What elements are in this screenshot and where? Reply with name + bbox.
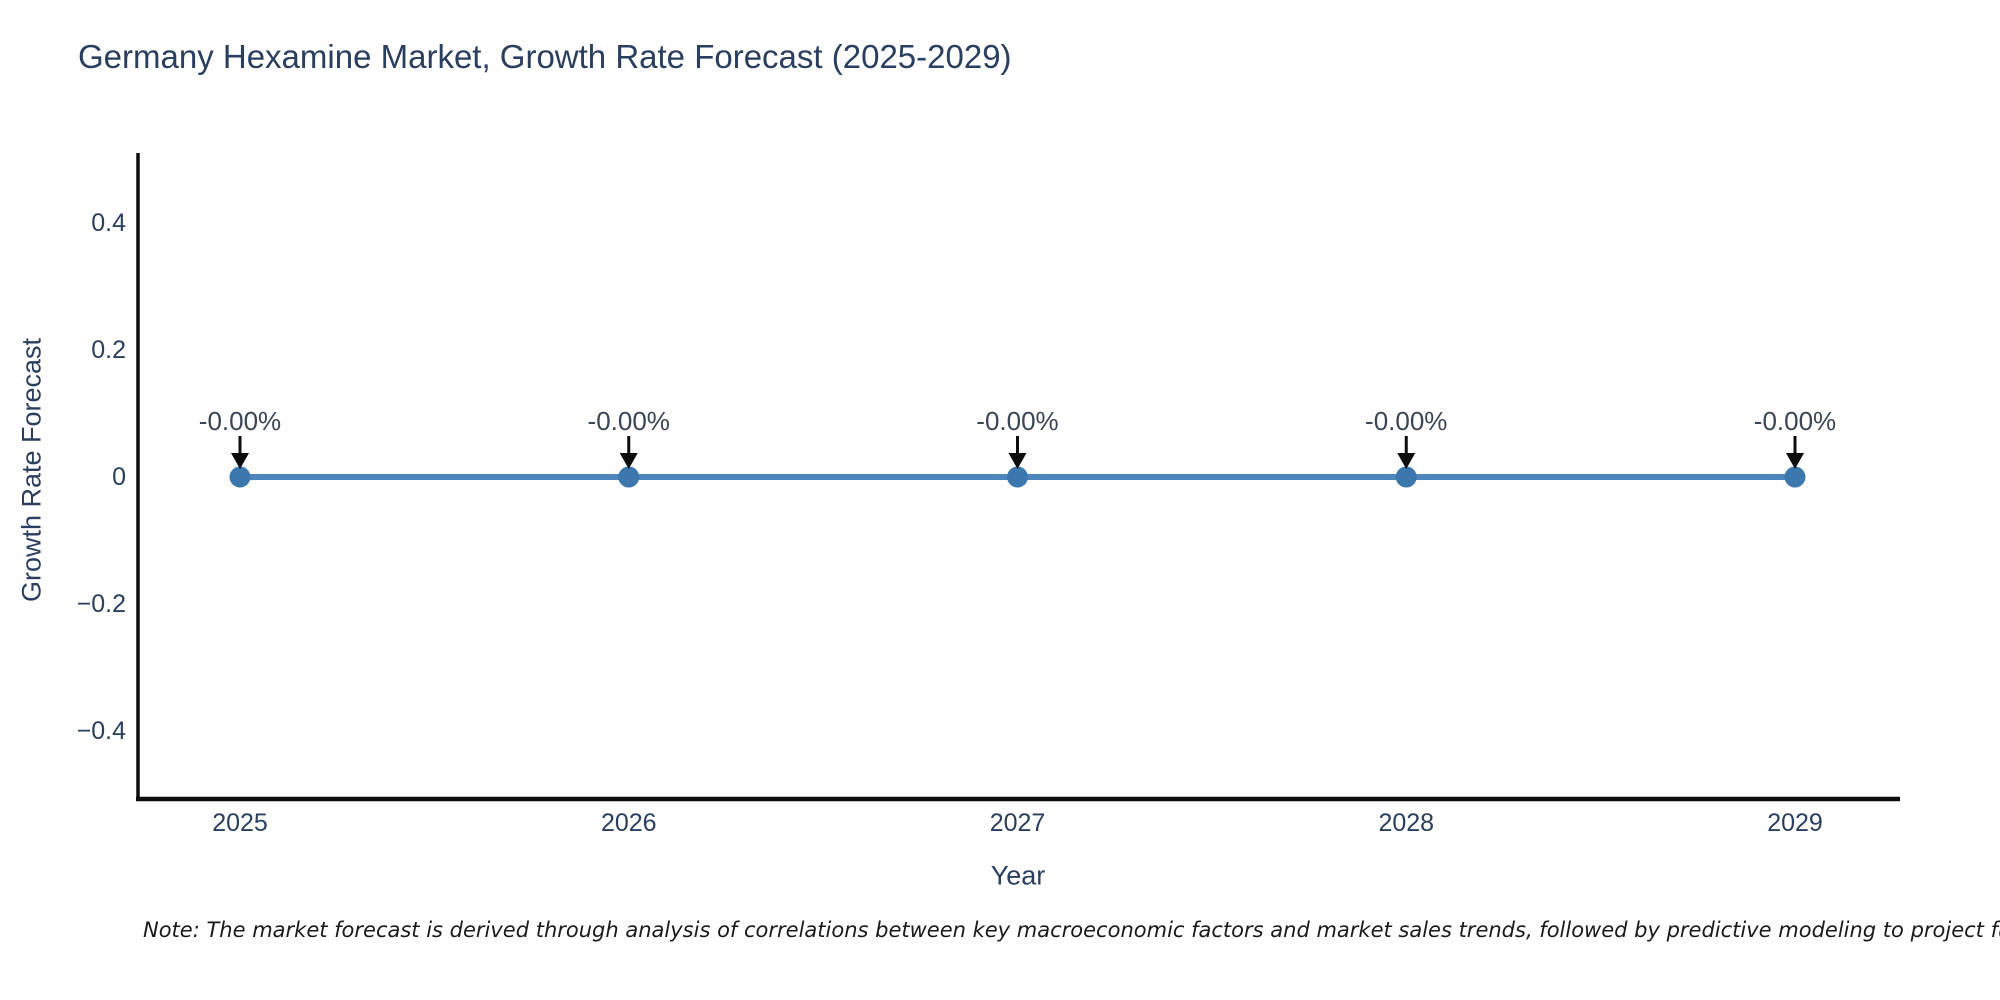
data-point-marker: [1007, 466, 1028, 488]
annotation-label: -0.00%: [199, 406, 281, 436]
chart-title: Germany Hexamine Market, Growth Rate For…: [78, 38, 1012, 75]
x-tick-label: 2027: [990, 809, 1046, 837]
y-tick-label: −0.2: [77, 590, 126, 618]
data-point-marker: [618, 466, 640, 488]
y-tick-label: 0: [112, 463, 126, 491]
x-tick-label: 2029: [1767, 809, 1823, 837]
data-point-marker: [1784, 466, 1806, 488]
annotation-arrowhead-icon: [1397, 453, 1416, 469]
x-tick-label: 2028: [1378, 809, 1434, 837]
annotation-label: -0.00%: [976, 406, 1058, 436]
x-tick-label: 2025: [212, 809, 268, 837]
footnote: Note: The market forecast is derived thr…: [143, 918, 2000, 942]
x-tick-label: 2026: [601, 809, 657, 837]
y-tick-label: −0.4: [77, 717, 126, 745]
annotation-label: -0.00%: [588, 406, 670, 436]
annotation-arrowhead-icon: [231, 453, 249, 469]
annotation-arrowhead-icon: [1786, 453, 1804, 469]
y-tick-label: 0.4: [91, 209, 126, 237]
annotation-arrowhead-icon: [619, 453, 638, 469]
x-axis-title: Year: [990, 860, 1046, 891]
data-point-marker: [229, 466, 251, 488]
y-tick-label: 0.2: [91, 336, 126, 364]
annotation-label: -0.00%: [1754, 406, 1836, 436]
annotation-label: -0.00%: [1365, 406, 1447, 436]
annotation-arrowhead-icon: [1008, 453, 1027, 469]
data-point-marker: [1395, 466, 1417, 488]
